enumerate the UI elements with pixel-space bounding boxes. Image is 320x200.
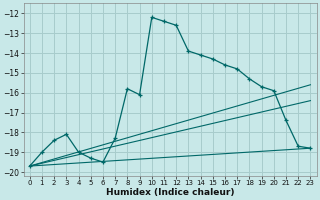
X-axis label: Humidex (Indice chaleur): Humidex (Indice chaleur) — [106, 188, 234, 197]
